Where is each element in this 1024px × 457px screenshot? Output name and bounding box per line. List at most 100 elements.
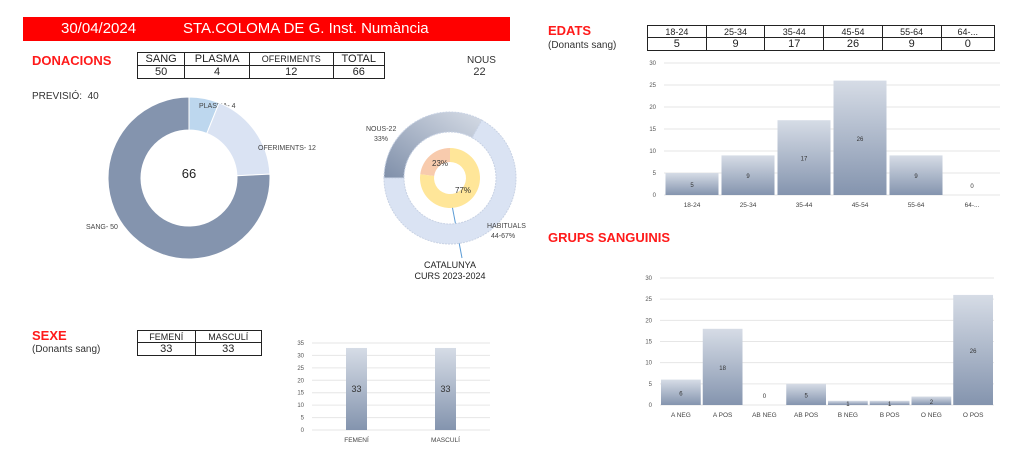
grups-title: GRUPS SANGUINIS bbox=[548, 230, 671, 245]
grups-bar bbox=[911, 396, 952, 405]
edats-ytick: 0 bbox=[653, 193, 657, 199]
grups-data-label: 5 bbox=[804, 393, 808, 399]
ring-inner-slice-1 bbox=[420, 148, 481, 209]
previsio: PREVISIÓ: 40 bbox=[32, 91, 99, 102]
grups-xtick: AB POS bbox=[794, 412, 819, 419]
grups-bar bbox=[869, 400, 910, 405]
previsio-value: 40 bbox=[87, 91, 99, 102]
edats-ytick: 15 bbox=[649, 127, 656, 133]
edats-bar bbox=[777, 120, 831, 195]
edats-data-label: 17 bbox=[801, 157, 808, 163]
edats-ytick: 20 bbox=[649, 105, 656, 111]
sexe-data-label: 33 bbox=[440, 384, 450, 394]
report-date: 30/04/2024 bbox=[61, 20, 137, 37]
ring-inner-slice-0 bbox=[420, 148, 450, 176]
edats-xtick: 64-... bbox=[965, 202, 980, 209]
previsio-label: PREVISIÓ: bbox=[32, 91, 83, 102]
grups-bar bbox=[828, 400, 868, 405]
grups-ytick: 5 bbox=[649, 382, 653, 388]
grups-ytick: 30 bbox=[645, 276, 652, 282]
sexe-ytick: 30 bbox=[297, 353, 304, 359]
edats-table: 18-24 25-34 35-44 45-54 55-64 64-... 5 9 17 26 9 0 bbox=[647, 25, 996, 51]
cell: 50 bbox=[136, 65, 186, 79]
ring-label: 44-67% bbox=[491, 233, 515, 240]
ring-label: HABITUALS bbox=[487, 223, 526, 230]
donut-slice-2 bbox=[107, 96, 271, 260]
grups-bar bbox=[786, 383, 826, 405]
cell: 0 bbox=[940, 37, 996, 51]
edats-ytick: 10 bbox=[649, 149, 656, 155]
edats-xtick: 55-64 bbox=[908, 202, 925, 209]
grups-ytick: 25 bbox=[645, 297, 652, 303]
cell: 5 bbox=[647, 37, 707, 51]
grups-xtick: O POS bbox=[963, 412, 984, 419]
donut-slice-label: SANG- 50 bbox=[86, 224, 118, 231]
nous-value: 22 bbox=[473, 66, 486, 78]
grups-xtick: A POS bbox=[713, 412, 733, 419]
edats-data-label: 5 bbox=[690, 183, 694, 189]
grups-ytick: 10 bbox=[645, 361, 652, 367]
grups-bar bbox=[661, 379, 701, 405]
edats-xtick: 25-34 bbox=[740, 202, 757, 209]
edats-data-label: 0 bbox=[970, 184, 974, 190]
edats-ytick: 25 bbox=[649, 83, 656, 89]
grups-bar bbox=[702, 328, 743, 405]
sexe-ytick: 10 bbox=[297, 403, 304, 409]
ring-label: 33% bbox=[374, 136, 388, 143]
edats-bar bbox=[665, 173, 719, 195]
donut-center-label: 66 bbox=[182, 166, 196, 181]
edats-xtick: 45-54 bbox=[852, 202, 869, 209]
sexe-bar bbox=[346, 347, 367, 430]
sexe-title: SEXE bbox=[32, 328, 67, 343]
edats-ytick: 30 bbox=[649, 61, 656, 67]
report-title: STA.COLOMA DE G. Inst. Numància bbox=[183, 20, 429, 37]
sexe-ytick: 0 bbox=[301, 428, 305, 434]
ring-label: NOUS-22 bbox=[366, 126, 396, 133]
grups-xtick: O NEG bbox=[921, 412, 942, 419]
sexe-xtick: FEMENÍ bbox=[344, 435, 369, 444]
nous-box: NOUS 22 bbox=[467, 55, 496, 78]
edats-title: EDATS bbox=[548, 23, 592, 38]
sexe-ytick: 25 bbox=[297, 366, 304, 372]
edats-bar bbox=[721, 155, 775, 195]
edats-bar bbox=[833, 80, 887, 195]
grups-xtick: AB NEG bbox=[752, 412, 777, 419]
catalunya-line2: CURS 2023-2024 bbox=[414, 271, 485, 281]
sexe-ytick: 20 bbox=[297, 378, 304, 384]
ring-inner-label: 23% bbox=[432, 159, 448, 168]
donacions-table: SANG PLASMA OFERIMENTS TOTAL 50 4 12 66 bbox=[136, 52, 386, 79]
ring-inner-label: 77% bbox=[455, 186, 471, 195]
cell: 12 bbox=[248, 65, 334, 79]
donut-slice-label: OFERIMENTS- 12 bbox=[258, 145, 316, 152]
grups-ytick: 20 bbox=[645, 318, 652, 324]
grups-data-label: 1 bbox=[888, 402, 892, 408]
cell: 33 bbox=[137, 342, 196, 356]
edats-xtick: 18-24 bbox=[684, 202, 701, 209]
sexe-subtitle: (Donants sang) bbox=[32, 344, 101, 355]
grups-xtick: B NEG bbox=[838, 412, 858, 419]
sexe-ytick: 15 bbox=[297, 391, 304, 397]
ring-outer-slice-1 bbox=[383, 119, 517, 245]
sexe-bar bbox=[435, 347, 456, 430]
cell: 4 bbox=[184, 65, 250, 79]
edats-data-label: 26 bbox=[857, 137, 864, 143]
sexe-ytick: 35 bbox=[297, 341, 304, 347]
grups-data-label: 0 bbox=[763, 394, 767, 400]
donacions-title: DONACIONS bbox=[32, 53, 112, 68]
grups-data-label: 26 bbox=[970, 349, 977, 355]
grups-xtick: B POS bbox=[880, 412, 901, 419]
edats-bar bbox=[889, 155, 943, 195]
sexe-xtick: MASCULÍ bbox=[431, 435, 460, 444]
edats-subtitle: (Donants sang) bbox=[548, 40, 617, 51]
sexe-ytick: 5 bbox=[301, 416, 305, 422]
grups-ytick: 15 bbox=[645, 340, 652, 346]
grups-bar bbox=[953, 294, 993, 405]
donut-slice-1 bbox=[206, 102, 271, 177]
edats-data-label: 9 bbox=[914, 174, 918, 180]
grups-data-label: 18 bbox=[719, 366, 726, 372]
edats-data-label: 9 bbox=[746, 174, 750, 180]
sexe-table: FEMENÍ MASCULÍ 33 33 bbox=[137, 330, 263, 356]
catalunya-line1: CATALUNYA bbox=[424, 260, 476, 270]
